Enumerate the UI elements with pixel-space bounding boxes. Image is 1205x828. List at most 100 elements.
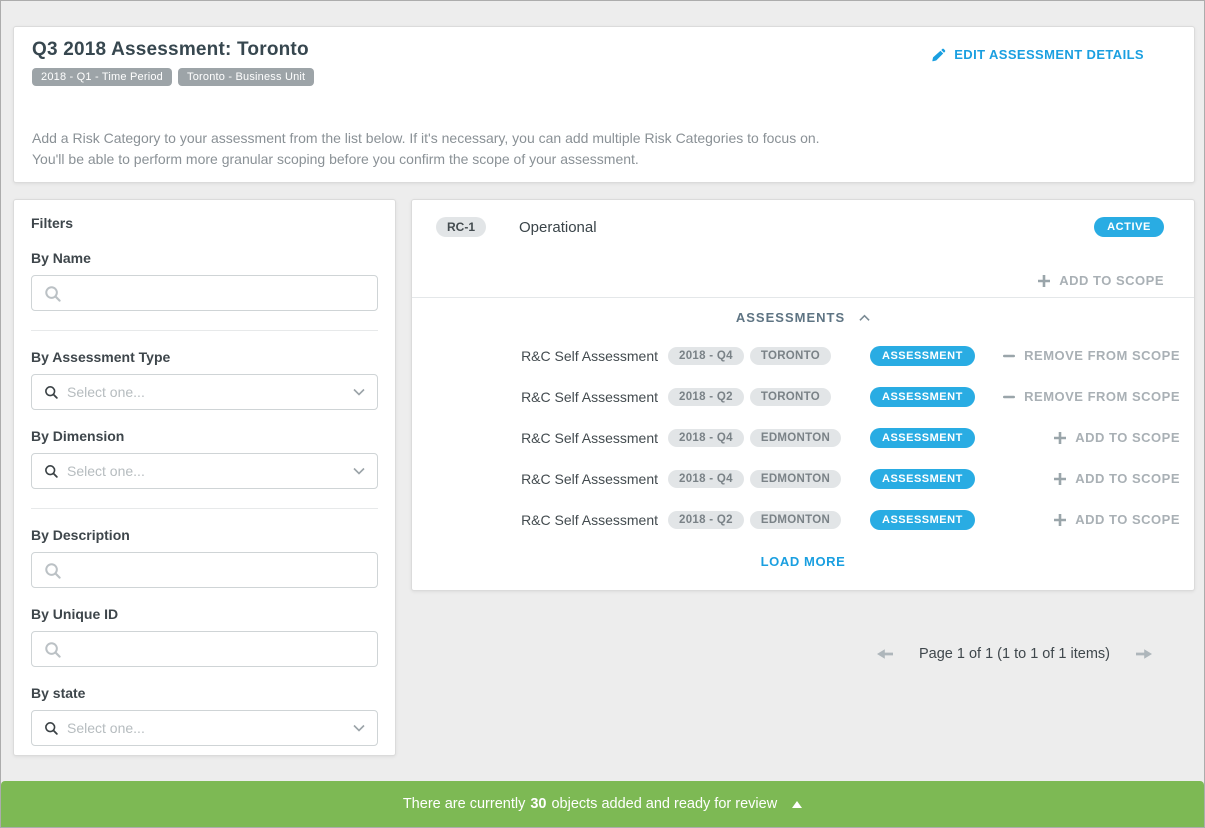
remove-from-scope-button[interactable]: REMOVE FROM SCOPE: [1003, 389, 1180, 404]
by-unique-id-field: [31, 631, 378, 667]
assessment-row: R&C Self Assessment 2018 - Q4 EDMONTON A…: [412, 458, 1194, 499]
unit-pill: EDMONTON: [749, 428, 842, 447]
by-dimension-placeholder: Select one...: [67, 463, 145, 479]
by-description-label: By Description: [31, 527, 130, 543]
add-category-to-scope-label: ADD TO SCOPE: [1059, 273, 1164, 288]
description-line-1: Add a Risk Category to your assessment f…: [32, 130, 820, 146]
plus-icon: [1054, 472, 1067, 485]
unit-pill: TORONTO: [749, 346, 832, 365]
chevron-down-icon: [353, 467, 365, 475]
time-period-tag: 2018 - Q1 - Time Period: [32, 68, 172, 86]
search-icon: [45, 562, 61, 579]
unit-pill: TORONTO: [749, 387, 832, 406]
assessment-name: R&C Self Assessment: [521, 470, 658, 487]
plus-icon: [1038, 274, 1051, 287]
remove-from-scope-button[interactable]: REMOVE FROM SCOPE: [1003, 348, 1180, 363]
active-status-badge: ACTIVE: [1094, 217, 1164, 237]
assessment-type-badge: ASSESSMENT: [870, 386, 975, 407]
chevron-down-icon: [353, 724, 365, 732]
risk-category-id-pill: RC-1: [436, 217, 487, 237]
pagination-text: Page 1 of 1 (1 to 1 of 1 items): [918, 646, 1110, 662]
by-dimension-select[interactable]: Select one...: [31, 453, 378, 489]
risk-category-header: RC-1 Operational ACTIVE ADD TO SCOPE: [412, 200, 1194, 298]
add-to-scope-button[interactable]: ADD TO SCOPE: [1054, 512, 1180, 527]
add-to-scope-label: ADD TO SCOPE: [1075, 430, 1180, 445]
description-line-2: You'll be able to perform more granular …: [32, 151, 639, 167]
triangle-up-icon[interactable]: [792, 800, 803, 808]
assessment-type-badge: ASSESSMENT: [870, 345, 975, 366]
add-category-to-scope-button[interactable]: ADD TO SCOPE: [436, 273, 1164, 288]
by-assessment-type-label: By Assessment Type: [31, 349, 171, 365]
add-to-scope-label: ADD TO SCOPE: [1075, 471, 1180, 486]
minus-icon: [1003, 354, 1016, 357]
footer-text-suffix: objects added and ready for review: [551, 796, 778, 812]
by-assessment-type-placeholder: Select one...: [67, 384, 145, 400]
assessment-type-badge: ASSESSMENT: [870, 509, 975, 530]
unit-pill: EDMONTON: [749, 510, 842, 529]
edit-assessment-details-button[interactable]: EDIT ASSESSMENT DETAILS: [932, 47, 1144, 62]
assessment-row: R&C Self Assessment 2018 - Q2 EDMONTON A…: [412, 499, 1194, 540]
risk-category-name: Operational: [519, 218, 597, 236]
search-icon: [44, 385, 58, 399]
by-state-select[interactable]: Select one...: [31, 710, 378, 746]
by-state-placeholder: Select one...: [67, 720, 145, 736]
assessments-list: R&C Self Assessment 2018 - Q4 TORONTO AS…: [412, 335, 1194, 540]
remove-from-scope-label: REMOVE FROM SCOPE: [1024, 389, 1180, 404]
assessment-header-card: Q3 2018 Assessment: Toronto EDIT ASSESSM…: [13, 26, 1195, 183]
search-icon: [45, 641, 61, 658]
page-title: Q3 2018 Assessment: Toronto: [32, 39, 309, 60]
by-assessment-type-select[interactable]: Select one...: [31, 374, 378, 410]
footer-object-count: 30: [530, 796, 547, 812]
assessment-name: R&C Self Assessment: [521, 347, 658, 364]
by-description-field: [31, 552, 378, 588]
load-more-button[interactable]: LOAD MORE: [760, 554, 846, 569]
by-dimension-label: By Dimension: [31, 428, 125, 444]
period-pill: 2018 - Q4: [668, 469, 744, 488]
plus-icon: [1054, 431, 1067, 444]
assessment-name: R&C Self Assessment: [521, 429, 658, 446]
assessments-section-header: ASSESSMENTS: [412, 310, 1194, 325]
add-to-scope-button[interactable]: ADD TO SCOPE: [1054, 471, 1180, 486]
minus-icon: [1003, 395, 1016, 398]
unit-pill: EDMONTON: [749, 469, 842, 488]
assessment-row: R&C Self Assessment 2018 - Q4 TORONTO AS…: [412, 335, 1194, 376]
by-unique-id-label: By Unique ID: [31, 606, 119, 622]
chevron-up-icon[interactable]: [859, 314, 870, 322]
filters-panel: Filters By Name By Assessment Type Selec…: [13, 199, 396, 756]
assessment-tags: 2018 - Q1 - Time Period Toronto - Busine…: [32, 68, 1176, 86]
business-unit-tag: Toronto - Business Unit: [178, 68, 315, 86]
period-pill: 2018 - Q2: [668, 510, 744, 529]
by-name-input[interactable]: [71, 285, 365, 301]
period-pill: 2018 - Q2: [668, 387, 744, 406]
risk-category-card: RC-1 Operational ACTIVE ADD TO SCOPE ASS…: [411, 199, 1195, 591]
assessment-row: R&C Self Assessment 2018 - Q2 TORONTO AS…: [412, 376, 1194, 417]
arrow-left-icon[interactable]: [876, 648, 893, 660]
arrow-right-icon[interactable]: [1136, 648, 1152, 660]
assessment-type-badge: ASSESSMENT: [870, 427, 975, 448]
assessment-description: Add a Risk Category to your assessment f…: [32, 128, 1176, 170]
chevron-down-icon: [353, 388, 365, 396]
by-name-field: [31, 275, 378, 311]
by-description-input[interactable]: [71, 562, 365, 578]
plus-icon: [1054, 513, 1067, 526]
edit-assessment-details-label: EDIT ASSESSMENT DETAILS: [954, 47, 1144, 62]
search-icon: [44, 464, 58, 478]
add-to-scope-label: ADD TO SCOPE: [1075, 512, 1180, 527]
review-status-bar: There are currently 30 objects added and…: [1, 781, 1204, 827]
pagination: Page 1 of 1 (1 to 1 of 1 items): [876, 646, 1152, 662]
assessment-name: R&C Self Assessment: [521, 511, 658, 528]
assessment-name: R&C Self Assessment: [521, 388, 658, 405]
filter-divider: [31, 330, 378, 331]
search-icon: [45, 285, 61, 302]
assessment-type-badge: ASSESSMENT: [870, 468, 975, 489]
search-icon: [44, 721, 58, 735]
assessments-title: ASSESSMENTS: [735, 310, 846, 325]
period-pill: 2018 - Q4: [668, 428, 744, 447]
add-to-scope-button[interactable]: ADD TO SCOPE: [1054, 430, 1180, 445]
by-name-label: By Name: [31, 250, 91, 266]
by-unique-id-input[interactable]: [71, 641, 365, 657]
filter-divider: [31, 508, 378, 509]
pencil-icon: [932, 48, 946, 61]
period-pill: 2018 - Q4: [668, 346, 744, 365]
